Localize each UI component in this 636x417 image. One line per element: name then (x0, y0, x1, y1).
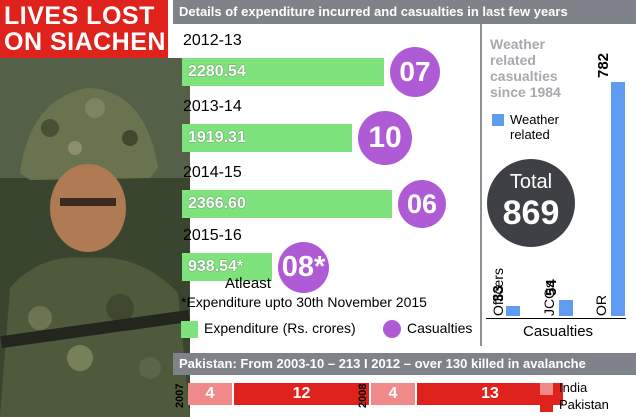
headline-badge: LIVES LOST ON SIACHEN (0, 0, 168, 58)
pak-segment: 4 (371, 383, 415, 405)
soldier-illustration (0, 58, 190, 417)
year-label: 2015-16 (183, 227, 242, 244)
casualty-bar (611, 82, 625, 316)
weather-legend: Weather related (492, 112, 582, 142)
weather-casualties-title: Weather related casualties since 1984 (490, 36, 561, 100)
year-label: 2014-15 (183, 164, 242, 181)
casualty-circle: 06 (398, 180, 446, 228)
year-label: 2012-13 (183, 32, 242, 49)
legend-casualties-swatch (383, 320, 401, 339)
expenditure-bar: 938.54* (182, 253, 272, 281)
legend-expenditure: Expenditure (Rs. crores) (181, 320, 356, 342)
legend-expenditure-swatch (181, 320, 198, 338)
legend-casualties-label: Casualties (407, 320, 473, 336)
casualty-category-label: OR (593, 295, 609, 316)
casualty-circle: 10 (358, 111, 412, 165)
total-value: 869 (502, 194, 560, 232)
pakistan-banner: Pakistan: From 2003-10 – 213 I 2012 – ov… (173, 353, 636, 375)
total-casualties-circle: Total 869 (487, 159, 575, 247)
weather-legend-label: Weather related (510, 112, 559, 142)
pak-legend-india-swatch (540, 382, 553, 395)
casualty-bar-value: 782 (595, 52, 612, 78)
casualty-bar (506, 306, 520, 316)
expenditure-bar: 2280.54 (182, 58, 384, 86)
pak-legend-pakistan-swatch (540, 399, 553, 412)
headline-line-1: LIVES LOST (4, 2, 155, 30)
legend-expenditure-label: Expenditure (Rs. crores) (204, 320, 356, 336)
pak-segment: 12 (234, 383, 369, 405)
pak-legend-india-label: India (559, 380, 588, 395)
casualty-category-label: JCOs (541, 281, 557, 316)
legend-casualties: Casualties (383, 320, 472, 342)
chart-title-banner: Details of expenditure incurred and casu… (173, 0, 636, 24)
pak-year-label: 2008 (357, 383, 369, 408)
pak-segment: 13 (417, 383, 563, 405)
year-label: 2013-14 (183, 98, 242, 115)
casualty-axis-line (486, 318, 626, 319)
casualty-circle: 07 (390, 47, 440, 97)
casualty-circle: 08* (278, 241, 329, 293)
casualty-bar (559, 300, 573, 316)
expenditure-bar: 1919.31 (182, 124, 352, 152)
expenditure-footnote: *Expenditure upto 30th November 2015 (181, 294, 427, 310)
expenditure-bar: 2366.60 (182, 190, 392, 218)
headline-line-2: ON SIACHEN (4, 28, 166, 56)
pak-legend-pakistan-label: Pakistan (559, 397, 609, 412)
atleast-annotation: Atleast (225, 275, 271, 292)
soldier-photo (0, 58, 190, 417)
total-label: Total (509, 171, 553, 193)
casualty-category-label: Officers (490, 268, 506, 316)
pak-year-label: 2007 (174, 383, 186, 408)
pak-legend-pakistan: Pakistan (540, 397, 609, 412)
pak-legend-india: India (540, 380, 587, 395)
weather-legend-swatch (492, 114, 504, 126)
pak-segment: 4 (188, 383, 232, 405)
casualty-axis-label: Casualties (523, 323, 594, 340)
